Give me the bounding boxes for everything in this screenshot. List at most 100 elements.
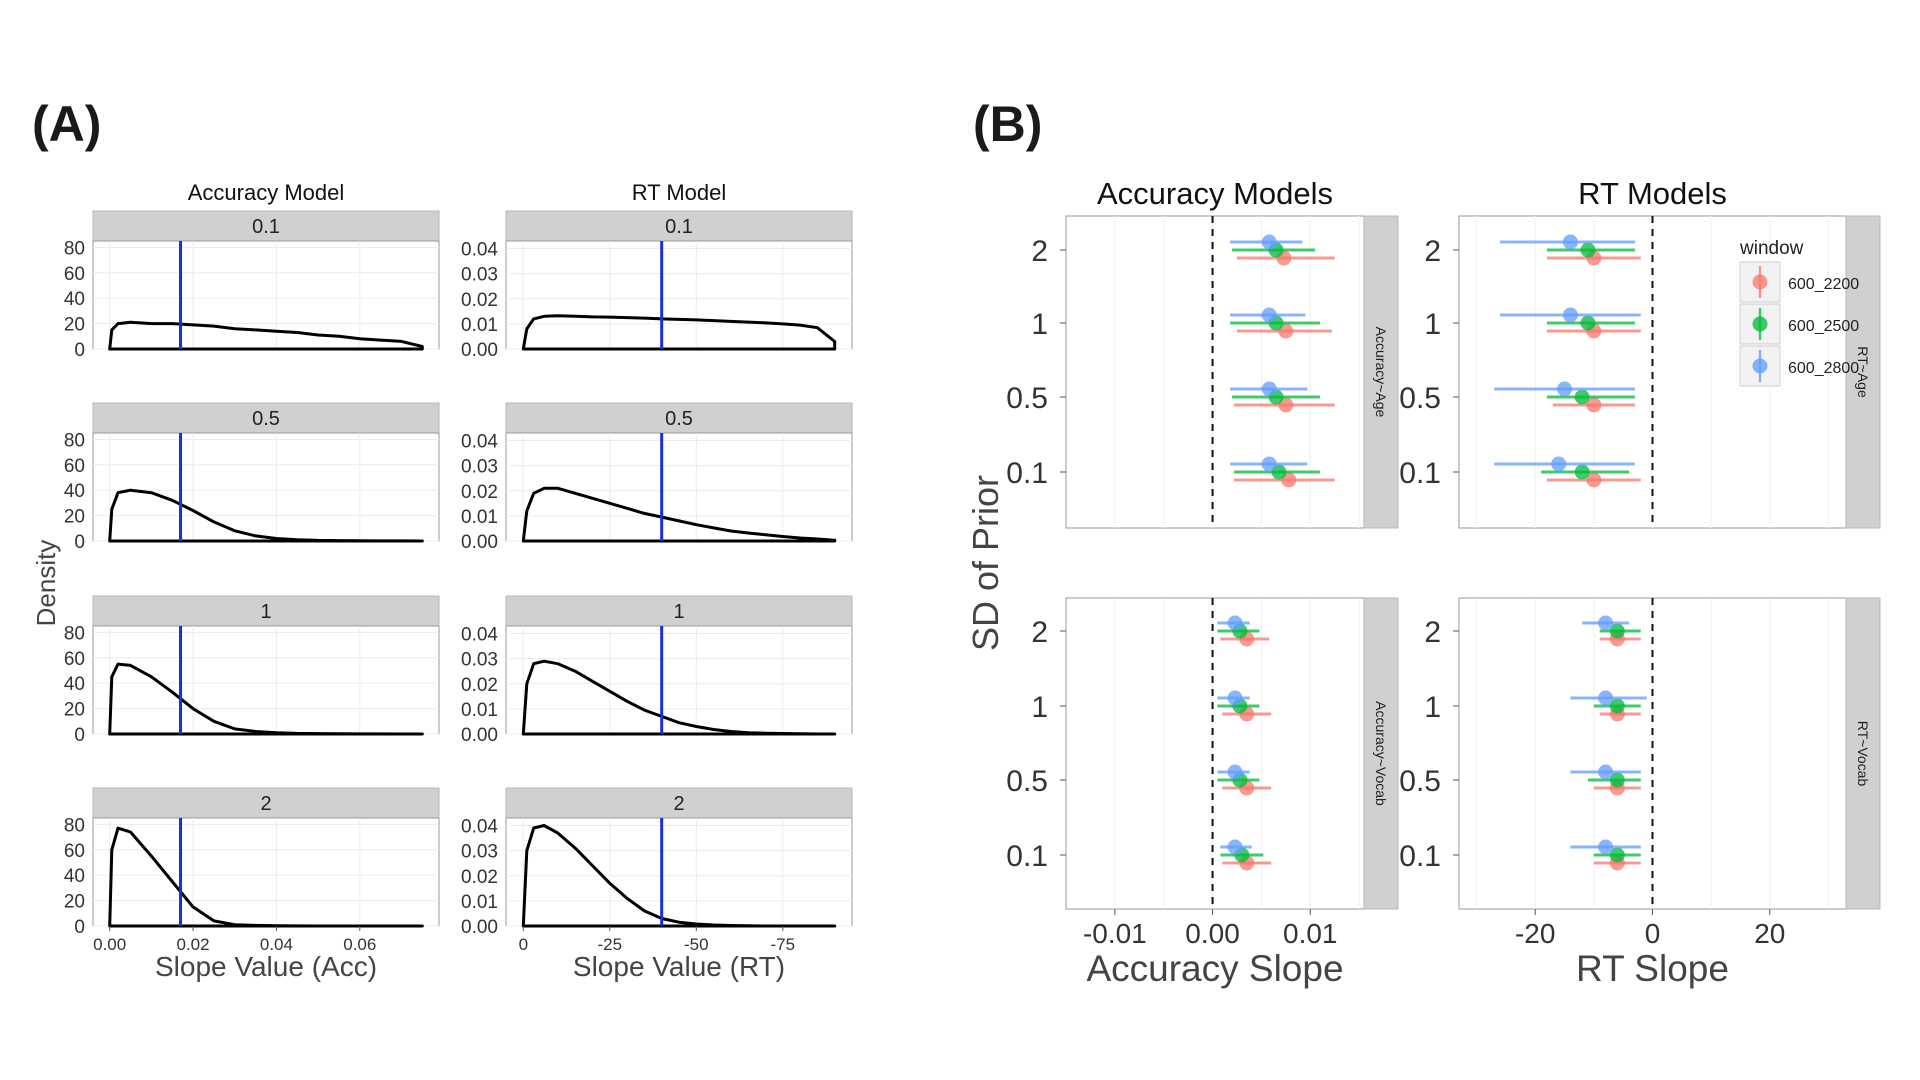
facet-plot-area-a-0-3: [92, 817, 440, 927]
x-tick-label-a-1-2: -50: [684, 935, 709, 954]
estimate-point-1-0-5: [1562, 307, 1578, 323]
estimate-point-0-0-5: [1261, 307, 1277, 323]
legend-label-0: 600_2200: [1788, 276, 1859, 293]
facet-strip-label-a-0-1: 0.5: [252, 408, 280, 430]
y-tick-label-a-1-3-3: 0.03: [461, 842, 498, 863]
estimate-point-0-1-8: [1227, 764, 1243, 780]
y-tick-label-a-1-2-4: 0.04: [461, 625, 498, 646]
x-tick-label-a-0-3: 0.06: [343, 935, 376, 954]
y-tick-label-a-0-2-2: 40: [64, 674, 85, 695]
column-title-a-0: Accuracy Model: [188, 180, 345, 205]
y-tick-label-a-0-3-1: 20: [64, 892, 85, 913]
estimate-point-1-1-11: [1598, 839, 1614, 855]
y-tick-label-a-0-1-3: 60: [64, 456, 85, 477]
x-tick-label-a-1-3: -75: [771, 935, 796, 954]
facet-plot-area-b-0-0: [1065, 215, 1365, 529]
y-tick-label-a-1-3-2: 0.02: [461, 867, 498, 888]
y-tick-label-a-0-1-1: 20: [64, 507, 85, 528]
y-tick-label-a-0-2-4: 80: [64, 623, 85, 644]
y-tick-label-b-1-1-2: 1: [1424, 691, 1441, 724]
x-tick-label-a-0-2: 0.04: [260, 935, 293, 954]
y-tick-label-a-0-0-0: 0: [74, 340, 85, 361]
estimate-point-1-1-5: [1598, 690, 1614, 706]
facet-strip-label-a-1-2: 1: [673, 601, 684, 623]
estimate-point-1-0-6: [1586, 397, 1602, 413]
x-tick-label-b-0-1: 0.00: [1185, 918, 1240, 949]
y-tick-label-a-1-1-4: 0.04: [461, 432, 498, 453]
density-curve-0-1: [108, 488, 424, 543]
facet-plot-area-a-1-1: [505, 432, 853, 542]
facet-strip-label-b-0-1: Accuracy~Vocab: [1373, 701, 1389, 806]
y-tick-label-a-0-3-4: 80: [64, 815, 85, 836]
facet-strip-b-1-1: [1845, 597, 1881, 910]
facet-strip-a-1-2: [505, 595, 853, 627]
estimate-point-1-1-4: [1609, 698, 1625, 714]
legend-label-2: 600_2800: [1788, 360, 1859, 377]
estimate-point-1-1-2: [1598, 615, 1614, 631]
density-curve-0-0: [108, 320, 424, 351]
y-tick-label-a-1-0-3: 0.03: [461, 265, 498, 286]
y-tick-label-a-1-1-1: 0.01: [461, 507, 498, 528]
y-tick-label-a-0-3-0: 0: [74, 917, 85, 938]
facet-strip-label-a-0-3: 2: [260, 793, 271, 815]
y-tick-label-a-1-1-0: 0.00: [461, 532, 498, 553]
facet-strip-a-0-1: [92, 402, 440, 434]
y-tick-label-a-0-3-2: 40: [64, 866, 85, 887]
y-tick-label-a-1-3-4: 0.04: [461, 817, 498, 838]
estimate-point-1-1-7: [1609, 772, 1625, 788]
density-curve-1-0: [521, 314, 837, 351]
x-tick-label-b-0-0: -0.01: [1083, 918, 1147, 949]
facet-plot-area-a-1-3: [505, 817, 853, 927]
y-tick-label-b-1-1-0: 0.1: [1399, 840, 1441, 873]
y-tick-label-b-0-0-0: 0.1: [1006, 457, 1048, 490]
y-tick-label-a-1-0-2: 0.02: [461, 290, 498, 311]
facet-strip-label-b-1-0: RT~Age: [1855, 346, 1871, 398]
y-tick-label-b-1-1-3: 2: [1424, 616, 1441, 649]
column-title-a-1: RT Model: [632, 180, 727, 205]
y-tick-label-b-1-0-1: 0.5: [1399, 382, 1441, 415]
density-curve-0-3: [108, 826, 424, 928]
y-tick-label-b-0-0-3: 2: [1031, 235, 1048, 268]
y-tick-label-a-1-1-2: 0.02: [461, 482, 498, 503]
y-tick-label-a-0-0-4: 80: [64, 238, 85, 259]
y-tick-label-b-1-0-0: 0.1: [1399, 457, 1441, 490]
y-tick-label-a-0-2-1: 20: [64, 700, 85, 721]
facet-strip-b-1-0: [1845, 215, 1881, 529]
y-tick-label-b-0-0-2: 1: [1031, 308, 1048, 341]
estimate-point-1-0-1: [1580, 242, 1596, 258]
facet-strip-a-0-2: [92, 595, 440, 627]
density-curve-1-1: [521, 486, 837, 543]
y-tick-label-b-1-0-3: 2: [1424, 235, 1441, 268]
legend-label-1: 600_2500: [1788, 318, 1859, 335]
estimate-point-1-0-10: [1574, 464, 1590, 480]
x-tick-label-a-0-1: 0.02: [177, 935, 210, 954]
estimate-point-1-1-1: [1609, 623, 1625, 639]
estimate-point-1-0-9: [1586, 472, 1602, 488]
y-tick-label-a-1-1-3: 0.03: [461, 457, 498, 478]
y-tick-label-a-1-2-1: 0.01: [461, 700, 498, 721]
y-tick-label-a-1-2-0: 0.00: [461, 725, 498, 746]
facet-plot-area-b-0-1: [1065, 597, 1365, 910]
density-curve-1-3: [521, 824, 837, 928]
density-curve-1-2: [521, 659, 837, 736]
x-tick-label-a-1-0: 0: [519, 935, 528, 954]
y-tick-label-b-0-1-3: 2: [1031, 616, 1048, 649]
facet-plot-area-a-0-1: [92, 432, 440, 542]
density-curve-0-2: [108, 662, 424, 736]
x-tick-label-b-1-1: 0: [1645, 918, 1661, 949]
y-tick-label-b-0-0-1: 0.5: [1006, 382, 1048, 415]
facet-plot-area-a-1-0: [505, 240, 853, 350]
y-tick-label-a-0-3-3: 60: [64, 841, 85, 862]
estimate-point-0-1-11: [1227, 839, 1243, 855]
x-tick-label-b-0-2: 0.01: [1283, 918, 1338, 949]
y-tick-label-a-1-3-0: 0.00: [461, 917, 498, 938]
y-tick-label-a-0-2-3: 60: [64, 649, 85, 670]
y-axis-label-a: Density: [31, 540, 61, 627]
facet-strip-a-0-0: [92, 210, 440, 242]
y-tick-label-a-0-1-0: 0: [74, 532, 85, 553]
x-tick-label-a-1-1: -25: [598, 935, 623, 954]
panel-label-a: (A): [32, 96, 102, 152]
x-axis-label-a-1: Slope Value (RT): [573, 951, 785, 982]
y-tick-label-a-0-2-0: 0: [74, 725, 85, 746]
